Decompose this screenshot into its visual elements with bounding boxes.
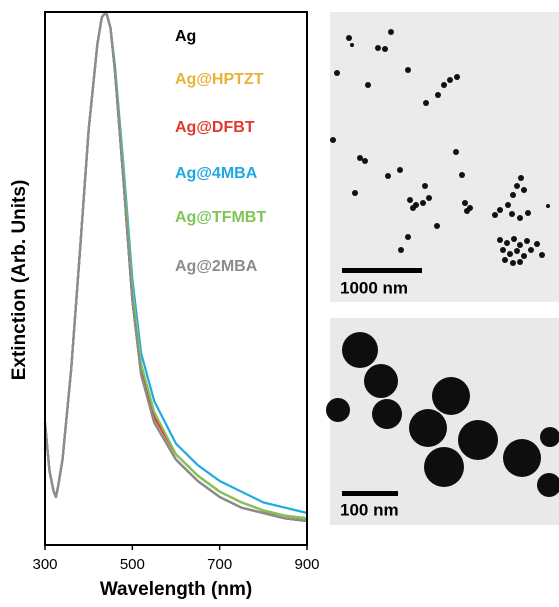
legend-label: Ag@TFMBT xyxy=(175,209,266,226)
tem-image-bottom: 100 nm xyxy=(326,318,559,525)
x-tick-label: 500 xyxy=(120,556,145,573)
scale-bar-label: 1000 nm xyxy=(340,278,408,297)
y-axis-title: Extinction (Arb. Units) xyxy=(9,180,30,381)
plot-frame xyxy=(44,11,308,546)
legend-label: Ag xyxy=(175,28,196,45)
particles xyxy=(330,29,550,266)
legend-label: Ag@2MBA xyxy=(175,258,258,275)
scale-bar xyxy=(342,491,398,496)
x-tick-label: 700 xyxy=(207,556,232,573)
legend-label: Ag@4MBA xyxy=(175,165,258,182)
x-axis-title: Wavelength (nm) xyxy=(100,579,252,600)
series-line xyxy=(43,10,308,523)
plot-area: 300 500 700 900 Ag Ag@HPTZT Ag@DFBT Ag@4MBA Ag@T… xyxy=(32,10,320,573)
scale-bar-label: 100 nm xyxy=(340,500,399,519)
x-tick-label: 900 xyxy=(294,556,319,573)
x-tick-label: 300 xyxy=(32,556,57,573)
legend-label: Ag@DFBT xyxy=(175,119,255,136)
tem-image-top: 1000 nm xyxy=(330,12,559,302)
scale-bar xyxy=(342,268,422,273)
tem-background xyxy=(330,12,559,302)
legend-label: Ag@HPTZT xyxy=(175,71,264,88)
particles xyxy=(326,332,559,497)
